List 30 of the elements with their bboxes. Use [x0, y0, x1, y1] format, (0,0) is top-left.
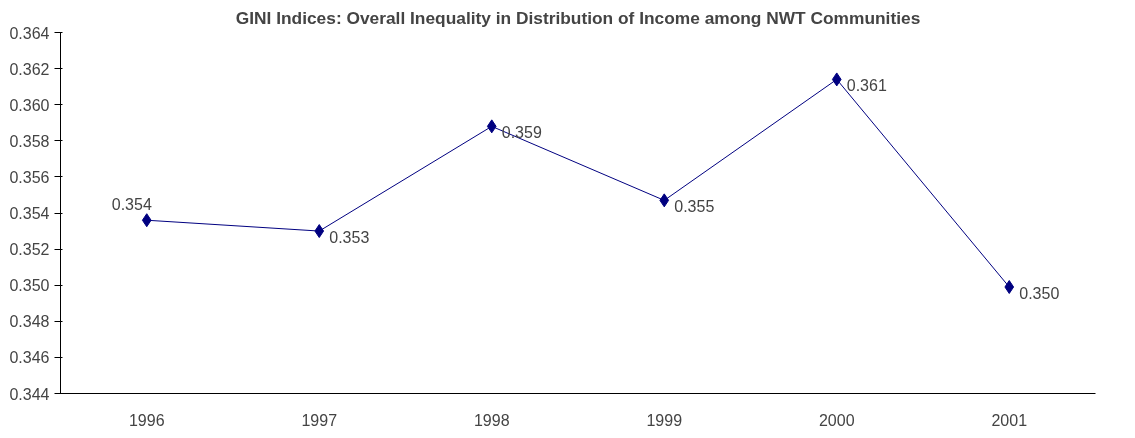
- x-tick-label: 1998: [473, 411, 510, 429]
- data-label: 0.350: [1019, 285, 1060, 303]
- y-tick-label: 0.350: [9, 277, 50, 295]
- y-tick-label: 0.352: [9, 241, 50, 259]
- x-tick-label: 1999: [646, 411, 683, 429]
- point: [486, 119, 497, 134]
- x-tick-label: 1996: [128, 411, 165, 429]
- y-tick-label: 0.358: [9, 132, 50, 150]
- y-tick-label: 0.356: [9, 168, 50, 186]
- chart-title: GINI Indices: Overall Inequality in Distribution of Income among NWT Communities: [235, 7, 921, 28]
- y-tick-label: 0.362: [9, 60, 50, 78]
- x-tick-label: 1997: [301, 411, 338, 429]
- y-tick-label: 0.360: [9, 96, 50, 114]
- data-label: 0.361: [846, 77, 887, 95]
- y-tick-label: 0.364: [9, 24, 50, 42]
- y-tick-label: 0.348: [9, 313, 50, 331]
- point: [1004, 280, 1015, 295]
- y-tick-label: 0.346: [9, 349, 50, 367]
- y-tick-label: 0.354: [9, 205, 50, 222]
- data-label: 0.354: [111, 196, 152, 214]
- data-label: 0.353: [329, 229, 370, 247]
- point: [141, 213, 152, 228]
- point: [831, 72, 842, 87]
- point: [314, 224, 325, 239]
- x-tick-label: 2000: [818, 411, 855, 429]
- data-label: 0.359: [501, 124, 542, 142]
- data-label: 0.355: [674, 198, 715, 216]
- x-tick-label: 2001: [991, 411, 1028, 429]
- point: [659, 193, 670, 208]
- y-tick-label: 0.344: [9, 385, 50, 403]
